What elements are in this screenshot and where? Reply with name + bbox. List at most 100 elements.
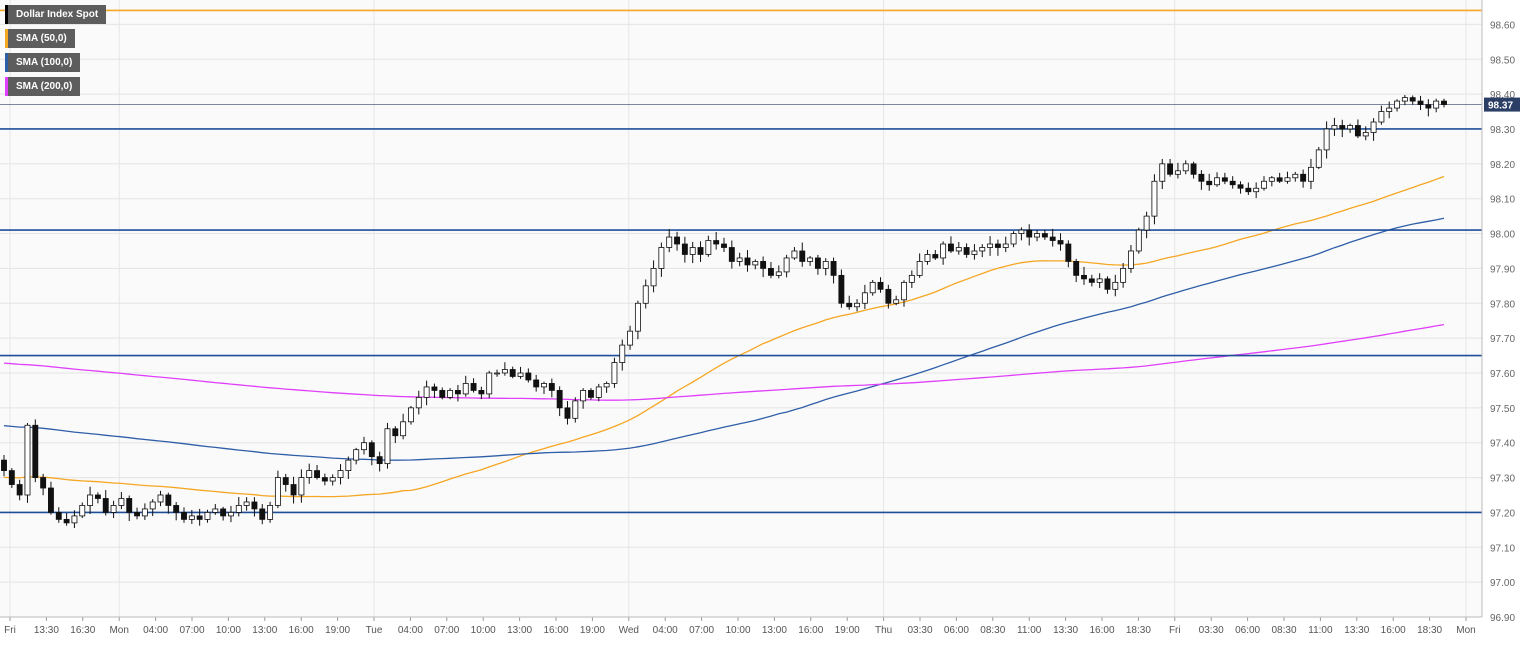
candle-body [760,261,767,269]
candle-body [556,390,563,409]
candle-body [181,512,187,520]
candle-body [564,407,571,419]
x-tick-label: 11:00 [1017,625,1042,636]
candle-body [1433,100,1440,109]
candle-body [361,442,367,451]
candle-body [298,477,305,496]
legend-swatch [5,53,8,72]
candle-body [1159,163,1166,182]
candle-body [595,386,602,398]
legend-label: SMA (100,0) [16,57,73,68]
candle-body [439,390,446,398]
candle-body [321,477,328,482]
candle-body [705,240,712,255]
sma-200-line [3,323,1445,401]
candle-body [415,396,422,409]
y-tick-label: 97.40 [1490,439,1515,450]
candle-body [1370,121,1377,133]
candle-body [744,257,751,266]
candle-body [1229,180,1236,186]
candle-body [212,508,219,513]
candle-body [1323,128,1330,151]
candle-body [689,247,696,255]
candle-body [1143,215,1150,231]
candle-body [306,470,313,478]
candle-body [196,515,203,520]
x-tick-label: 04:00 [398,625,423,636]
candle-body [1104,278,1111,290]
grid [0,0,1482,618]
candle-body [173,505,180,513]
y-tick-label: 96.90 [1490,613,1515,624]
last-price-label: 98.37 [1488,101,1513,112]
candle-body [32,424,39,478]
candle-body [885,288,892,304]
candle-body [963,247,970,255]
x-tick-label: Wed [619,625,639,636]
candle-body [1198,173,1205,182]
sma-100-line [3,217,1445,461]
x-tick-label: 16:00 [543,625,568,636]
legend-item-sma200[interactable]: SMA (200,0) [5,77,81,96]
candle-body [1112,281,1119,290]
candle-body [768,268,774,276]
candle-body [1088,278,1095,283]
candle-body [799,250,806,262]
candle-body [259,508,266,520]
candle-body [79,505,86,517]
candle-body [932,254,939,259]
candle-body [282,477,289,485]
candle-body [274,477,281,506]
candle-body [1190,163,1197,175]
y-tick-label: 98.10 [1490,195,1515,206]
candle-body [188,515,195,520]
x-tick-label: 13:00 [762,625,787,636]
candle-body [220,508,227,517]
legend-item-price[interactable]: Dollar Index Spot [5,5,107,24]
candle-body [916,261,923,276]
candle-body [924,254,931,262]
candle-body [1041,233,1048,238]
candle-body [713,240,720,245]
candle-body [1284,177,1291,182]
candle-body [611,362,618,384]
candle-body [149,501,156,510]
candle-body [642,285,649,304]
x-tick-label: 13:30 [1053,625,1078,636]
x-tick-label: Mon [109,625,128,636]
candle-body [1010,233,1017,245]
candle-body [1128,250,1134,269]
x-tick-label: 08:30 [1271,625,1296,636]
legend-item-sma50[interactable]: SMA (50,0) [5,29,75,48]
candle-body [48,487,54,513]
candle-body [971,250,978,255]
candle-body [1362,132,1369,137]
candle-body [1081,274,1087,280]
candle-body [791,250,798,259]
candle-body [55,512,62,520]
x-tick-label: 16:30 [70,625,95,636]
legend-item-sma100[interactable]: SMA (100,0) [5,53,81,72]
candle-body [1,459,7,471]
x-tick-label: 07:00 [689,625,714,636]
candle-body [908,274,915,283]
candle-body [118,498,125,506]
y-tick-label: 98.30 [1490,125,1515,136]
candle-body [1214,177,1220,186]
y-tick-label: 98.40 [1490,90,1515,101]
x-tick-label: 16:00 [798,625,823,636]
candle-body [861,292,868,304]
x-tick-label: 06:00 [944,625,969,636]
y-tick-label: 97.80 [1490,299,1515,310]
candles [1,95,1447,529]
candle-body [204,512,211,520]
x-tick-label: 03:30 [1199,625,1224,636]
candle-body [1401,97,1408,102]
candle-body [1174,170,1181,175]
candle-body [102,498,109,513]
candle-body [267,505,274,520]
candle-body [1135,229,1142,252]
x-tick-label: Fri [1169,625,1181,636]
x-tick-label: 19:00 [580,625,605,636]
